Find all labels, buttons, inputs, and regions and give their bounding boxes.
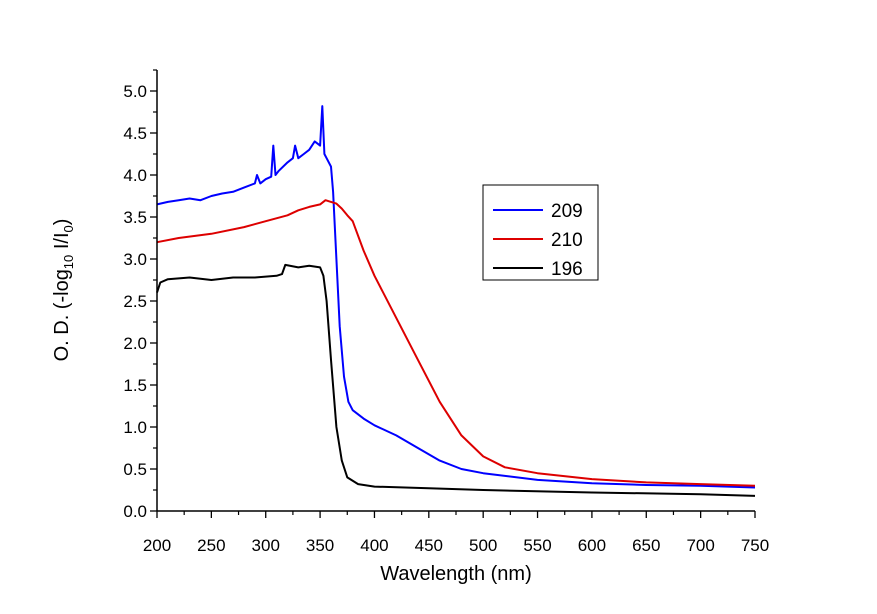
- x-tick-label: 350: [306, 536, 334, 555]
- y-axis-label: O. D. (-log10 I/I0): [51, 219, 76, 362]
- x-tick-label: 500: [469, 536, 497, 555]
- x-tick-label: 250: [197, 536, 225, 555]
- y-tick-label: 1.5: [123, 376, 147, 395]
- x-tick-label: 700: [686, 536, 714, 555]
- x-tick-label: 400: [360, 536, 388, 555]
- series-line-210: [156, 199, 756, 487]
- x-tick-label: 450: [415, 536, 443, 555]
- y-tick-label: 0.5: [123, 460, 147, 479]
- x-tick-label: 200: [143, 536, 171, 555]
- legend-label-210: 210: [551, 230, 583, 251]
- x-axis-label: Wavelength (nm): [380, 563, 532, 585]
- x-tick-label: 650: [632, 536, 660, 555]
- y-tick-label: 2.0: [123, 334, 147, 353]
- series-line-209: [156, 105, 756, 489]
- y-tick-label: 1.0: [123, 418, 147, 437]
- legend-label-209: 209: [551, 201, 583, 222]
- series-line-196: [156, 263, 756, 497]
- x-tick-label: 750: [741, 536, 769, 555]
- y-tick-label: 4.5: [123, 124, 147, 143]
- y-tick-label: 5.0: [123, 82, 147, 101]
- x-tick-label: 550: [523, 536, 551, 555]
- y-tick-label: 3.5: [123, 208, 147, 227]
- legend-label-196: 196: [551, 259, 583, 280]
- y-tick-label: 3.0: [123, 250, 147, 269]
- legend: 209 210 196: [482, 184, 599, 281]
- y-tick-label: 2.5: [123, 292, 147, 311]
- y-tick-label: 4.0: [123, 166, 147, 185]
- x-tick-label: 300: [252, 536, 280, 555]
- y-tick-label: 0.0: [123, 502, 147, 521]
- legend-box: [482, 184, 599, 281]
- x-tick-label: 600: [578, 536, 606, 555]
